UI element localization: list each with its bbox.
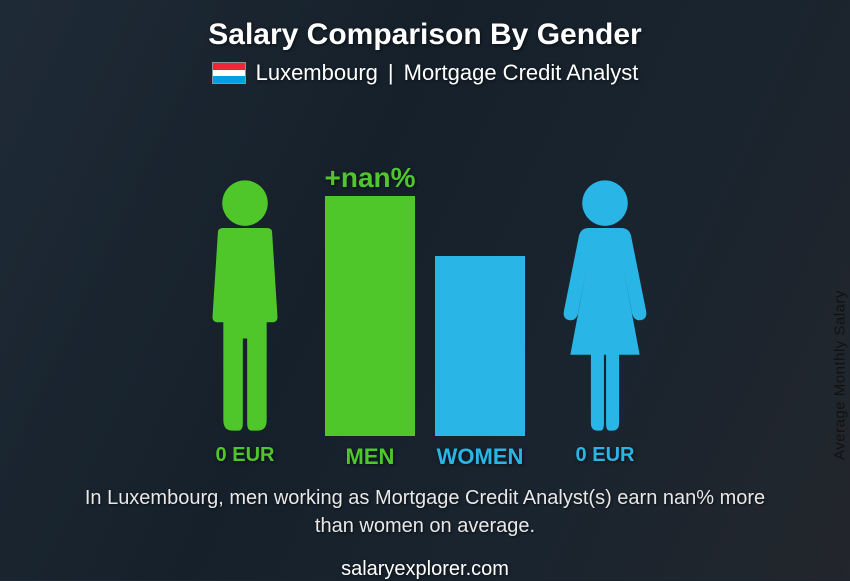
country-label: Luxembourg [256, 60, 378, 86]
source-label: salaryexplorer.com [30, 558, 820, 581]
women-bar [435, 256, 525, 436]
description-text: In Luxembourg, men working as Mortgage C… [30, 484, 820, 540]
female-icon [550, 176, 660, 436]
women-value-label: 0 EUR [545, 444, 665, 470]
women-bar-label: WOMEN [435, 444, 525, 470]
separator: | [388, 60, 394, 86]
infographic-container: Salary Comparison By Gender Luxembourg |… [0, 0, 850, 580]
female-icon-column [545, 176, 665, 436]
men-value-label: 0 EUR [185, 444, 305, 470]
main-title: Salary Comparison By Gender [30, 18, 820, 52]
male-icon-column [185, 176, 305, 436]
luxembourg-flag-icon [212, 62, 246, 84]
job-label: Mortgage Credit Analyst [404, 60, 639, 86]
women-bar-column [435, 256, 525, 436]
chart-area: +nan% [105, 106, 745, 436]
subtitle-row: Luxembourg | Mortgage Credit Analyst [30, 60, 820, 86]
men-bar-column: +nan% [325, 196, 415, 436]
men-bar-label: MEN [325, 444, 415, 470]
diff-label: +nan% [324, 162, 415, 194]
labels-row: 0 EUR MEN WOMEN 0 EUR [105, 444, 745, 470]
flag-stripe-2 [213, 70, 245, 77]
male-icon [190, 176, 300, 436]
men-bar [325, 196, 415, 436]
y-axis-label: Average Monthly Salary [832, 290, 849, 460]
flag-stripe-3 [213, 76, 245, 83]
flag-stripe-1 [213, 63, 245, 70]
